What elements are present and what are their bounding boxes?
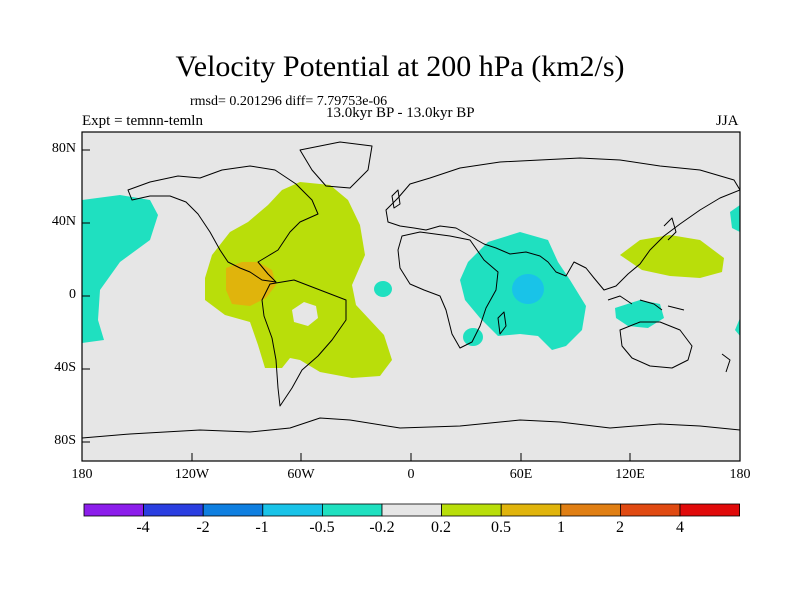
coastline-maritime-islands [607, 295, 685, 311]
experiment-label: Expt = temnn-temln [82, 113, 203, 129]
coastline-antarctica [82, 417, 740, 439]
colorbar-label-n05: -0.5 [309, 519, 335, 536]
coastline-africa [397, 231, 499, 349]
contour-positive-americas [205, 182, 392, 378]
coastline-greenland [299, 141, 373, 189]
colorbar-label-n1: -1 [255, 519, 269, 536]
colorbar-swatch [620, 503, 681, 517]
lon-label-60w: 60W [287, 467, 315, 482]
coastline-uk [391, 189, 401, 209]
map-title: Velocity Potential at 200 hPa (km2/s) [175, 50, 625, 83]
map-background [82, 132, 740, 461]
coastlines [82, 141, 740, 439]
colorbar-label-p1: 1 [557, 519, 565, 536]
contour-negative-dateline-south [735, 318, 740, 336]
lat-label-0: 0 [69, 287, 76, 302]
contour-negative-small-atlantic [374, 281, 392, 297]
lon-label-180w: 180 [71, 467, 93, 482]
lon-ticks [81, 453, 741, 461]
coastline-north-america [127, 165, 319, 283]
contour-negative-maritime [615, 300, 664, 328]
lat-label-80s: 80S [54, 433, 76, 448]
colorbar-swatch [441, 503, 502, 517]
coastline-australia [619, 321, 693, 369]
colorbar-label-p2: 2 [616, 519, 624, 536]
contour-negative-east-pacific [82, 195, 158, 343]
colorbar-swatch [381, 503, 442, 517]
season-label: JJA [716, 113, 739, 129]
coastline-south-america [261, 279, 347, 407]
contour-negative-small-southafrica [463, 328, 483, 346]
contour-strong-negative-core [512, 274, 544, 304]
contour-negative-dateline-north [730, 205, 740, 232]
colorbar-swatch [202, 503, 264, 517]
colorbar-label-n02: -0.2 [369, 519, 395, 536]
lat-label-80n: 80N [51, 141, 76, 156]
colorbar-swatch [83, 503, 144, 517]
colorbar-label-p4: 4 [676, 519, 684, 536]
colorbar-label-n2: -2 [196, 519, 210, 536]
lat-label-40n: 40N [51, 214, 76, 229]
colorbar-label-n4: -4 [136, 519, 150, 536]
colorbar-swatch [679, 503, 740, 517]
colorbar-swatch [500, 503, 562, 517]
coastline-eurasia [385, 157, 740, 291]
colorbar-swatch [321, 503, 383, 517]
coastline-madagascar [497, 311, 507, 335]
contour-strong-positive-central-america [226, 262, 276, 306]
lat-ticks [82, 149, 90, 443]
colorbar-label-p02: 0.2 [431, 519, 451, 536]
coastline-japan [663, 217, 677, 241]
lat-label-40s: 40S [54, 360, 76, 375]
colorbar-label-p05: 0.5 [491, 519, 511, 536]
contour-positive-west-pacific [620, 235, 724, 278]
colorbar-swatch [143, 503, 204, 517]
contour-fill-layer [82, 182, 740, 378]
lon-label-60e: 60E [509, 467, 533, 482]
lon-label-120e: 120E [615, 467, 645, 482]
lon-label-0: 0 [407, 467, 415, 482]
coastline-new-zealand [721, 353, 731, 373]
colorbar-swatch [560, 503, 621, 517]
lon-label-180e: 180 [729, 467, 751, 482]
colorbar-swatch [262, 503, 323, 517]
stats-line: rmsd= 0.201296 diff= 7.79753e-06 [190, 94, 388, 109]
lon-label-120w: 120W [174, 467, 210, 482]
colorbar [83, 503, 740, 517]
contour-neutral-hole [292, 302, 318, 326]
period-label: 13.0kyr BP - 13.0kyr BP [326, 105, 475, 121]
